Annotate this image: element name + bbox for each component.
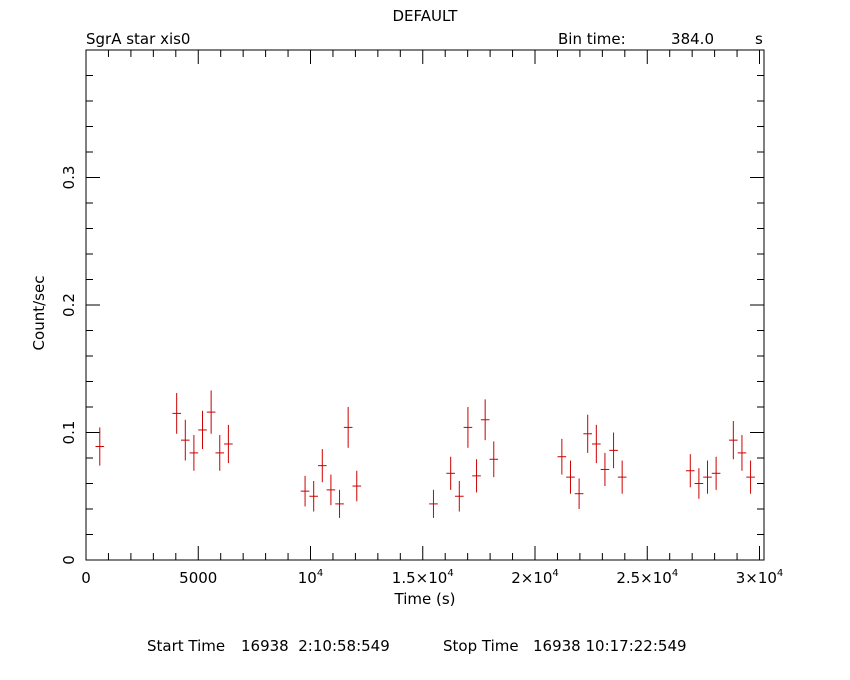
data-point bbox=[729, 421, 738, 460]
source-label: SgrA star xis0 bbox=[86, 30, 190, 48]
data-point bbox=[746, 460, 755, 494]
start-time-label: Start Time bbox=[147, 637, 225, 655]
data-point bbox=[343, 407, 353, 448]
y-axis-label: Count/sec bbox=[30, 276, 48, 351]
bin-time-unit: s bbox=[755, 30, 763, 48]
data-point bbox=[309, 480, 319, 512]
bin-time-value: 384.0 bbox=[671, 30, 714, 48]
x-tick-label: 5000 bbox=[179, 569, 217, 587]
data-point bbox=[446, 456, 455, 490]
data-point bbox=[600, 452, 610, 487]
data-point bbox=[215, 435, 225, 471]
data-point bbox=[317, 449, 327, 483]
x-tick-label: 104 bbox=[298, 568, 323, 587]
data-point bbox=[557, 438, 567, 475]
data-point bbox=[224, 424, 233, 464]
data-point bbox=[472, 459, 481, 493]
stop-time-label: Stop Time bbox=[443, 637, 519, 655]
data-point bbox=[574, 478, 584, 509]
x-tick-label: 1.5×104 bbox=[392, 568, 454, 587]
y-tick-label: 0.1 bbox=[60, 421, 78, 445]
data-point bbox=[300, 475, 310, 507]
data-point bbox=[703, 460, 712, 494]
data-point bbox=[694, 468, 704, 499]
x-tick-label: 3×104 bbox=[736, 568, 784, 587]
data-point bbox=[206, 390, 216, 434]
stop-time-value: 16938 10:17:22:549 bbox=[533, 637, 687, 655]
data-point bbox=[463, 407, 473, 448]
data-point bbox=[711, 456, 721, 490]
data-point bbox=[685, 454, 695, 488]
start-time-value: 16938 2:10:58:549 bbox=[241, 637, 390, 655]
data-point bbox=[352, 470, 362, 502]
data-point bbox=[335, 489, 344, 518]
data-point bbox=[180, 419, 190, 461]
x-tick-labels: 0 5000 104 1.5×104 2×104 2.5×104 3×104 bbox=[81, 568, 783, 587]
data-point bbox=[617, 460, 627, 494]
y-tick-labels: 0 0.1 0.2 0.3 bbox=[60, 166, 78, 565]
plot-frame bbox=[85, 49, 765, 561]
x-tick-label: 2×104 bbox=[511, 568, 559, 587]
data-point bbox=[326, 474, 336, 506]
data-point bbox=[609, 432, 618, 469]
x-tick-label: 2.5×104 bbox=[616, 568, 678, 587]
data-point bbox=[95, 427, 105, 466]
data-point bbox=[429, 489, 438, 518]
chart-title: DEFAULT bbox=[393, 7, 459, 25]
x-tick-label: 0 bbox=[81, 569, 91, 587]
data-point bbox=[480, 399, 490, 441]
y-tick-label: 0.2 bbox=[60, 293, 78, 317]
y-tick-label: 0.3 bbox=[60, 166, 78, 190]
data-point bbox=[198, 410, 207, 450]
data-point bbox=[566, 460, 575, 494]
data-point bbox=[454, 480, 464, 512]
data-point bbox=[737, 435, 747, 471]
y-tick-label: 0 bbox=[60, 555, 78, 565]
data-point bbox=[172, 392, 181, 434]
data-point bbox=[189, 435, 199, 471]
bin-time-label: Bin time: bbox=[558, 30, 626, 48]
data-point bbox=[592, 424, 601, 464]
data-point bbox=[489, 441, 499, 478]
data-point bbox=[583, 414, 593, 453]
x-axis-label: Time (s) bbox=[394, 590, 456, 608]
axis-ticks bbox=[85, 49, 764, 561]
data-points bbox=[95, 390, 755, 518]
